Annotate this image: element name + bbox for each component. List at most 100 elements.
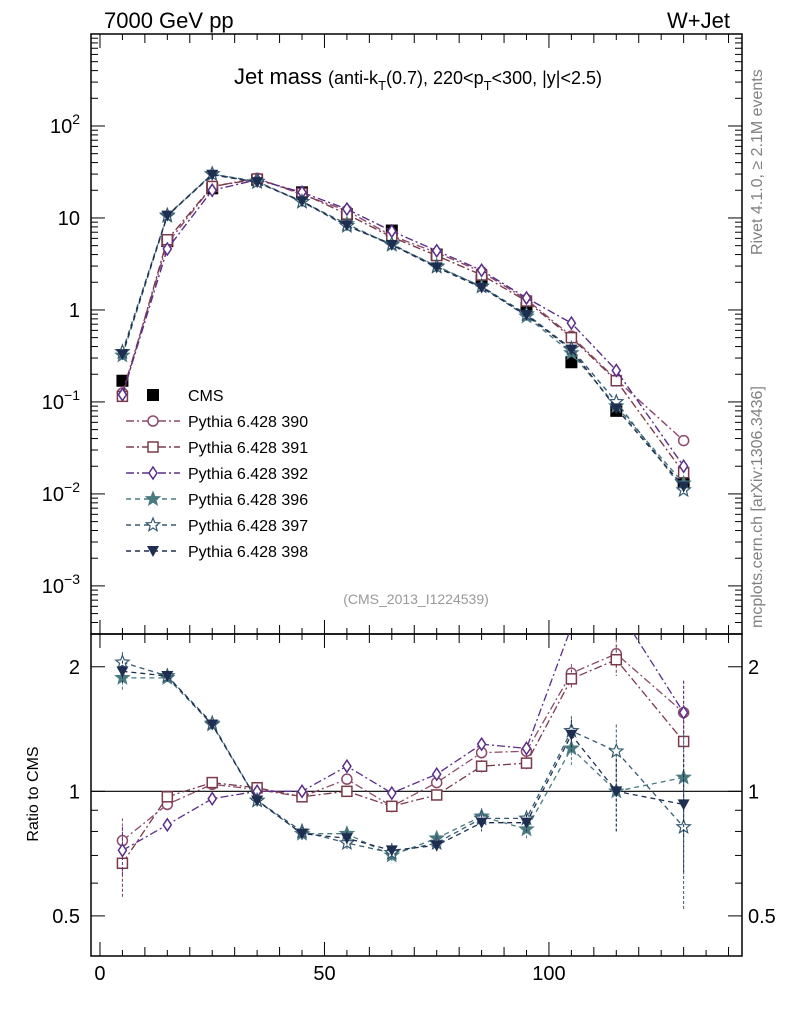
legend-label: Pythia 6.428 396 [188,492,308,509]
ratio-point [520,757,533,769]
ratio-point [563,739,580,756]
ratio-panel: 2 2 1 1 0.5 0.5 0 50 100 [52,600,776,985]
y-tick-label: 1 [69,781,80,803]
data-point [521,290,532,306]
ratio-point [565,673,578,685]
data-point [162,241,173,257]
ratio-point [610,653,623,666]
ratio-point [678,705,689,720]
legend-marker [147,389,159,401]
legend-marker [148,465,158,481]
data-point [611,363,622,378]
data-point [116,374,129,387]
data-point [251,177,264,189]
ratio-point [161,791,174,803]
ratio-point [610,786,623,798]
ratio-point [430,840,443,852]
ratio-point [565,729,578,741]
ratio-point [385,845,398,857]
legend-item-p396: Pythia 6.428 396 [126,490,308,509]
data-point [520,310,533,322]
ratio-line [122,670,684,852]
ratio-point [476,736,487,752]
legend-item-p397: Pythia 6.428 397 [126,516,308,535]
data-point [385,239,398,251]
data-point [117,387,128,403]
plot-title: Jet mass (anti-kT(0.7), 220<pT<300, |y|<2… [234,64,602,93]
legend-marker [147,441,159,453]
rivet-label: Rivet 4.1.0, ≥ 2.1M events [749,69,766,255]
y-tick-label: 102 [50,111,80,138]
series-p392 [117,172,689,474]
series-line [121,173,685,484]
data-point [565,356,578,369]
legend-marker [147,415,159,427]
ratio-point [608,742,625,759]
y-tick-label: 10−3 [42,571,80,598]
series-p391 [116,173,690,479]
ratio-series-p391 [116,644,690,899]
ratio-point [206,776,218,789]
data-point [206,169,219,181]
data-point [431,243,442,259]
data-point [296,196,309,208]
ratio-series-group [114,600,692,909]
data-point [116,349,129,361]
legend-label: Pythia 6.428 392 [188,466,308,483]
data-point [430,262,443,274]
data-point [610,403,623,415]
ratio-point [117,843,128,858]
title-sub-5: <300, |y|<2.5) [492,68,602,88]
data-point [342,201,352,217]
ratio-line [121,653,685,842]
ratio-point [297,783,307,799]
data-point [565,344,578,356]
ratio-point [677,799,690,811]
ratio-point [520,817,533,829]
legend-item-p391: Pythia 6.428 391 [126,440,308,457]
ratio-point [386,785,397,801]
legend-label: Pythia 6.428 391 [188,440,308,457]
y-tick-label: 10 [58,208,80,230]
y-tick-label: 2 [748,657,759,679]
legend-item-p398: Pythia 6.428 398 [126,544,308,561]
ratio-series-p390 [116,639,690,867]
legend-marker [144,490,162,507]
data-point [566,315,577,331]
legend-label: Pythia 6.428 397 [188,518,308,535]
panel-frame [90,633,743,957]
ratio-point [612,600,620,612]
legend-item-p390: Pythia 6.428 390 [126,414,308,431]
analysis-id: (CMS_2013_I1224539) [343,591,489,607]
data-point [677,481,690,493]
ratio-point [475,817,488,829]
process-label: W+Jet [667,8,730,33]
data-point [677,434,690,447]
ratio-point [162,817,173,833]
data-point [475,282,488,294]
legend-marker [147,546,159,557]
mcplots-label: mcplots.cern.ch [arXiv:1306.3436] [749,386,766,628]
ratio-line [121,658,685,864]
ratio-point [251,795,264,807]
energy-label: 7000 GeV pp [104,8,234,33]
ratio-point [342,758,352,774]
ratio-point [341,773,353,785]
ratio-line [122,677,684,857]
ratio-series-p398 [116,660,690,875]
data-point [476,262,487,278]
ratio-series-p392 [117,600,689,878]
ratio-point [431,766,442,782]
ratio-point [116,666,129,678]
title-sub-3: (0.7), 220<p [386,68,484,88]
y-tick-label: 2 [69,657,80,679]
ratio-point [386,800,398,813]
title-main: Jet mass [234,64,322,89]
y-tick-label: 10−1 [42,387,80,414]
series-p398 [116,169,690,493]
title-sub-4: T [484,78,492,93]
legend-label: CMS [188,388,224,405]
legend: CMS Pythia 6.428 390 Pythia 6.428 391 Pythi… [126,388,308,561]
y-tick-label: 0.5 [748,906,776,928]
legend-item-p392: Pythia 6.428 392 [126,465,308,483]
